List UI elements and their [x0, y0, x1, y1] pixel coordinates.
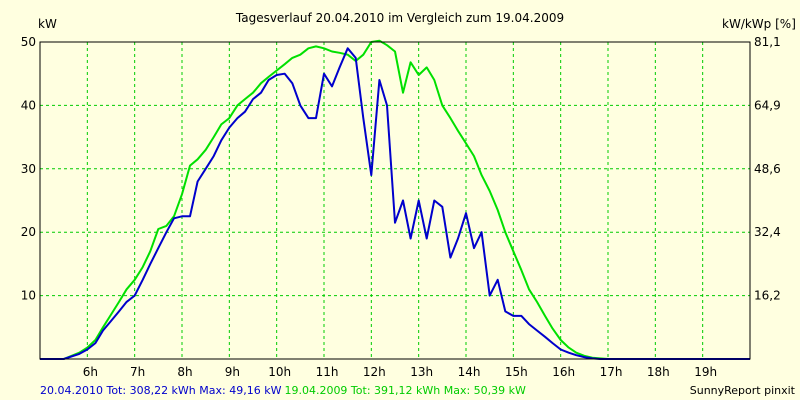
y-tick-left-40: 40: [21, 98, 36, 112]
x-tick-16h: 16h: [552, 365, 575, 379]
y-axis-right-ticks: 16,2 32,4 48,6 64,9 81,1: [754, 35, 781, 303]
series-1-summary: 20.04.2010 Tot: 308,22 kWh Max: 49,16 kW: [40, 384, 282, 397]
y-tick-right-81,1: 81,1: [754, 35, 781, 49]
x-tick-17h: 17h: [600, 365, 623, 379]
y-tick-right-64,9: 64,9: [754, 98, 781, 112]
grid: [40, 41, 750, 359]
y-axis-right-label: kW/kWp [%]: [722, 17, 796, 31]
series-line-2: [40, 39, 750, 360]
x-tick-8h: 8h: [177, 365, 192, 379]
y-tick-right-48,6: 48,6: [754, 162, 781, 176]
x-tick-11h: 11h: [316, 365, 339, 379]
y-tick-left-30: 30: [21, 162, 36, 176]
y-tick-left-10: 10: [21, 289, 36, 303]
x-tick-10h: 10h: [268, 365, 291, 379]
y-axis-left-ticks: 10 20 30 40 50: [21, 35, 36, 303]
x-tick-7h: 7h: [130, 365, 145, 379]
series-2-summary: 19.04.2009 Tot: 391,12 kWh Max: 50,39 kW: [284, 384, 526, 397]
y-tick-right-16,2: 16,2: [754, 289, 781, 303]
y-tick-left-20: 20: [21, 225, 36, 239]
footer-summary: 20.04.2010 Tot: 308,22 kWh Max: 49,16 kW…: [40, 384, 526, 397]
y-axis-left-label: kW: [38, 17, 57, 31]
x-tick-14h: 14h: [458, 365, 481, 379]
axes: [39, 41, 751, 360]
x-tick-19h: 19h: [694, 365, 717, 379]
footer-credit: SunnyReport pinxit: [690, 384, 796, 397]
x-axis-ticks: 6h 7h 8h 9h 10h 11h 12h 13h 14h 15h 16h 17h 18h 19h: [83, 365, 717, 379]
y-tick-left-50: 50: [21, 35, 36, 49]
chart-title: Tagesverlauf 20.04.2010 im Vergleich zum…: [235, 11, 564, 25]
x-tick-6h: 6h: [83, 365, 98, 379]
x-tick-18h: 18h: [647, 365, 670, 379]
x-tick-15h: 15h: [505, 365, 528, 379]
x-tick-12h: 12h: [363, 365, 386, 379]
y-tick-right-32,4: 32,4: [754, 225, 781, 239]
x-tick-9h: 9h: [225, 365, 240, 379]
series-line-1: [40, 47, 750, 360]
series-lines: [40, 39, 750, 360]
x-tick-13h: 13h: [410, 365, 433, 379]
plot-frame: [39, 41, 751, 360]
